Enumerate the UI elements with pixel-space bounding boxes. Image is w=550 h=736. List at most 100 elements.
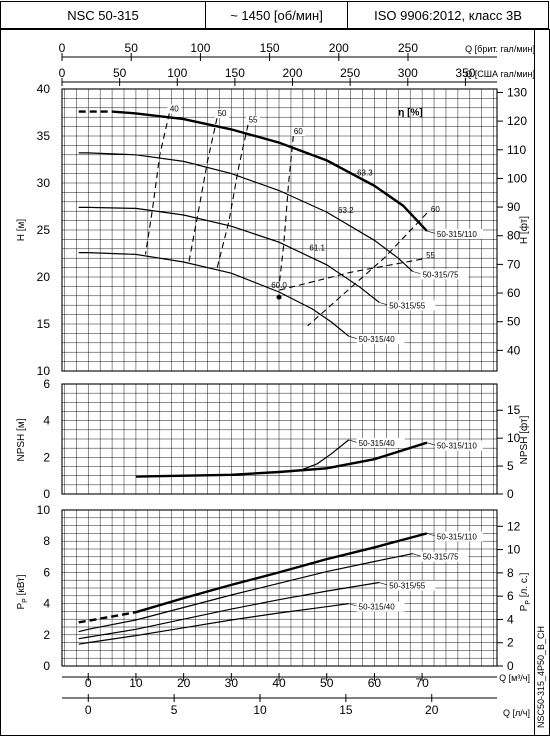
eta-label-bg [246,115,261,125]
q-brit-tick-label: 150 [260,41,280,55]
p-kw-tick-label: 0 [43,659,50,673]
h-ft-tick-label: 50 [507,315,521,329]
h-m-tick-label: 10 [37,364,51,378]
standard-label: ISO 9906:2012, класс 3B [374,7,522,23]
head-series-50-315-40-label: 50-315/40 [359,335,396,344]
eta-iso-line-right-55 [278,258,423,291]
bep-marker [276,294,282,300]
h-ft-tick-label: 70 [507,257,521,271]
head-series-50-315-55 [78,206,380,303]
eta-iso-line-55 [216,124,249,269]
h-m-tick-label: 40 [37,82,51,96]
head-series-50-315-55-label: 50-315/55 [389,301,426,310]
eta-iso-line-50 [187,117,218,265]
power-series-50-315-110-label-bg [434,531,483,542]
npsh-series-50-315-40-label-bg [356,437,405,448]
p-hp-tick-label: 12 [507,519,521,533]
q-m3h-tick-label: 0 [85,676,92,690]
q-us-tick-label: 50 [113,66,127,80]
q-us-axis-label: Q [США гал/мин] [465,69,535,79]
h-m-tick-label: 15 [37,317,51,331]
p-kw-tick-label: 2 [43,628,50,642]
p-kw-tick-label: 10 [37,503,51,517]
bep-value-label: 63.2 [338,206,354,215]
q-ls-tick-label: 0 [85,703,92,717]
h-m-tick-label: 20 [37,270,51,284]
h-ft-tick-label: 100 [507,171,527,185]
q-m3h-tick-label: 40 [272,676,286,690]
model-title: NSC 50-315 [67,7,139,23]
p-kw-axis-label-subscript: P [22,598,29,603]
eta-iso-label: 40 [170,104,179,113]
h-ft-tick-label: 90 [507,200,521,214]
head-series-50-315-75 [78,152,414,272]
npsh-series-50-315-110 [135,441,428,478]
q-brit-axis-label: Q [брит. гал/мин] [465,44,535,54]
eta-unit-label: η [%] [398,107,422,118]
q-m3h-tick-label: 10 [129,676,143,690]
npsh-m-tick-label: 0 [43,487,50,501]
p-hp-tick-label: 8 [507,566,514,580]
q-us-tick-label: 350 [455,66,475,80]
q-us-tick-label: 300 [398,66,418,80]
eta-label-bg [215,109,230,119]
npsh-panel [61,383,498,495]
power-series-50-315-40-label: 50-315/40 [359,603,396,612]
power-series-50-315-75-label: 50-315/75 [423,553,460,562]
npsh-series-50-315-40-label: 50-315/40 [359,439,396,448]
q-us-tick-label: 200 [283,66,303,80]
h-m-axis-label: H [м] [16,219,27,242]
p-kw-axis-label: PP [кВт] [16,574,29,609]
q-m3h-tick-label: 20 [177,676,191,690]
npsh-series-50-315-110-label: 50-315/110 [437,442,477,451]
q-ls-axis-label: Q [л/ч] [503,708,530,718]
eta-iso-label-right: 60 [431,205,440,214]
power-series-50-315-55-label-bg [387,580,436,591]
eta-iso-line-60 [278,135,294,287]
head-panel [61,88,498,372]
h-ft-tick-label: 40 [507,343,521,357]
npsh-m-tick-label: 6 [43,377,50,391]
h-ft-tick-label: 110 [507,143,526,157]
speed-label: ~ 1450 [об/мин] [230,7,323,23]
q-brit-tick-label: 250 [398,41,418,55]
npsh-ft-tick-label: 0 [507,487,514,501]
p-hp-tick-label: 6 [507,589,514,603]
q-ls-tick-label: 20 [425,703,439,717]
q-m3h-tick-label: 70 [415,676,429,690]
h-ft-tick-label: 80 [507,229,521,243]
q-ls-tick-label: 5 [171,703,178,717]
q-us-tick-label: 150 [225,66,245,80]
p-hp-axis-label: PP [л. с.] [519,572,532,611]
head-series-50-315-75-label: 50-315/75 [423,270,460,279]
p-kw-axis-label-unit: [кВт] [16,574,27,598]
power-series-50-315-110-label: 50-315/110 [437,532,477,541]
power-series-50-315-40-label-bg [356,601,405,612]
npsh-ft-tick-label: 15 [507,403,521,417]
npsh-ft-tick-label: 5 [507,459,514,473]
p-kw-tick-label: 6 [43,565,50,579]
npsh-series-50-315-110-label-bg [434,440,483,451]
q-m3h-tick-label: 60 [368,676,382,690]
eta-label-bg [167,104,182,114]
npsh-frame [61,383,498,495]
p-hp-axis-label-unit: [л. с.] [519,572,530,600]
q-ls-tick-label: 15 [339,703,353,717]
npsh-m-tick-label: 2 [43,450,50,464]
eta-iso-label-right: 55 [426,251,435,260]
eta-label-bg [291,127,306,136]
q-brit-tick-label: 100 [190,41,210,55]
power-series-50-315-55 [78,581,380,640]
power-series-50-315-75 [78,553,413,633]
eta-iso-line-40 [144,113,170,255]
q-us-tick-label: 250 [340,66,360,80]
q-brit-tick-label: 200 [329,41,349,55]
q-m3h-tick-label: 50 [320,676,334,690]
power-series-50-315-110 [135,532,428,614]
p-hp-tick-label: 0 [507,659,514,673]
power-series-50-315-75-label-bg [420,551,469,562]
standard-cell: ISO 9906:2012, класс 3B [347,1,549,29]
outer-frame [0,29,550,736]
q-ls-tick-label: 10 [253,703,267,717]
head-frame [61,88,498,372]
